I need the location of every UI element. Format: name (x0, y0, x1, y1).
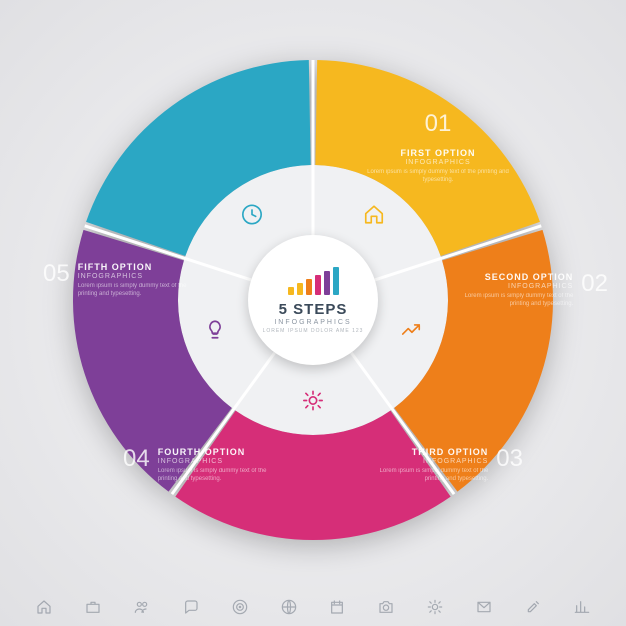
home-icon (35, 598, 53, 616)
center-disc: 5 STEPS INFOGRAPHICS LOREM IPSUM DOLOR A… (248, 235, 378, 365)
segment-number: 02 (581, 270, 608, 298)
segment-number: 04 (123, 445, 150, 473)
gear-icon (426, 598, 444, 616)
cycle-chart: 5 STEPS INFOGRAPHICS LOREM IPSUM DOLOR A… (63, 50, 563, 550)
tools-icon (524, 598, 542, 616)
mail-icon (475, 598, 493, 616)
segment-label-05: 05 FIFTH OPTION INFOGRAPHICS Lorem ipsum… (43, 260, 193, 299)
segment-subtitle: INFOGRAPHICS (78, 273, 193, 280)
segment-desc: Lorem ipsum is simply dummy text of the … (363, 169, 513, 185)
center-title: 5 STEPS (279, 301, 348, 318)
footer-icon-row (0, 598, 626, 616)
people-icon (133, 598, 151, 616)
home-icon (363, 204, 385, 231)
segment-desc: Lorem ipsum is simply dummy text of the … (373, 468, 488, 484)
segment-desc: Lorem ipsum is simply dummy text of the … (78, 283, 193, 299)
gear-icon (302, 390, 324, 417)
segment-title: FIRST OPTION (363, 148, 513, 158)
segment-subtitle: INFOGRAPHICS (158, 458, 273, 465)
segment-subtitle: INFOGRAPHICS (373, 458, 488, 465)
segment-subtitle: INFOGRAPHICS (363, 159, 513, 166)
clock-icon (241, 204, 263, 231)
calendar-icon (328, 598, 346, 616)
center-tagline: LOREM IPSUM DOLOR AME 123 (263, 328, 364, 334)
segment-title: FIFTH OPTION (78, 262, 193, 272)
segment-number: 05 (43, 260, 70, 288)
segment-subtitle: INFOGRAPHICS (458, 283, 573, 290)
briefcase-icon (84, 598, 102, 616)
camera-icon (377, 598, 395, 616)
segment-label-03: 03 THIRD OPTION INFOGRAPHICS Lorem ipsum… (373, 445, 523, 484)
segment-label-04: 04 FOURTH OPTION INFOGRAPHICS Lorem ipsu… (123, 445, 273, 484)
chat-icon (182, 598, 200, 616)
bar-chart-icon (288, 267, 339, 295)
center-subtitle: INFOGRAPHICS (274, 319, 351, 326)
segment-title: FOURTH OPTION (158, 447, 273, 457)
segment-title: THIRD OPTION (373, 447, 488, 457)
segment-desc: Lorem ipsum is simply dummy text of the … (158, 468, 273, 484)
globe-icon (280, 598, 298, 616)
target-icon (231, 598, 249, 616)
segment-number: 03 (496, 445, 523, 473)
segment-label-01: 01 FIRST OPTION INFOGRAPHICS Lorem ipsum… (363, 110, 513, 185)
segment-number: 01 (425, 110, 452, 138)
chart-icon (573, 598, 591, 616)
segment-desc: Lorem ipsum is simply dummy text of the … (458, 293, 573, 309)
bulb-icon (204, 319, 226, 346)
trend-icon (400, 319, 422, 346)
segment-label-02: 02 SECOND OPTION INFOGRAPHICS Lorem ipsu… (458, 270, 608, 309)
segment-title: SECOND OPTION (458, 272, 573, 282)
